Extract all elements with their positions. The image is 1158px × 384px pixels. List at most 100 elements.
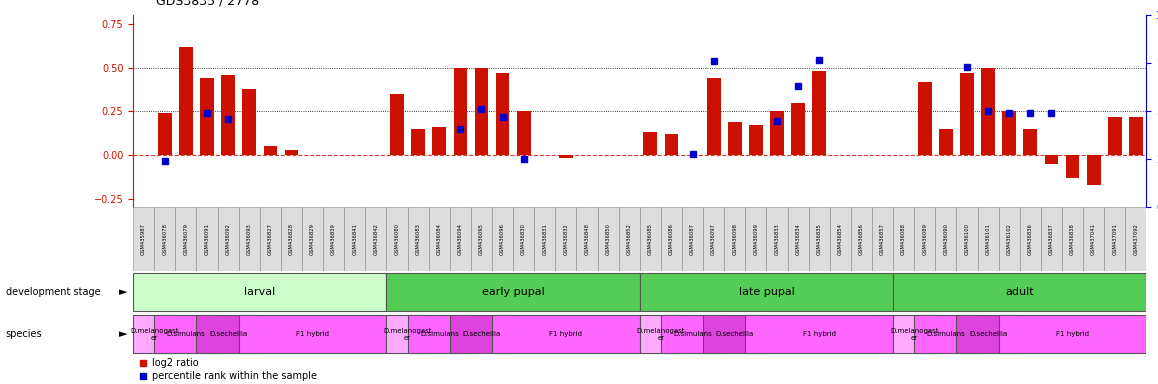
Text: late pupal: late pupal: [739, 287, 794, 297]
Bar: [957, 315, 1020, 353]
Text: GSM436848: GSM436848: [585, 223, 589, 255]
Text: GSM436096: GSM436096: [500, 223, 505, 255]
Bar: [661, 207, 682, 271]
Bar: [918, 82, 932, 155]
Text: GSM436100: GSM436100: [965, 223, 969, 255]
Bar: [639, 207, 661, 271]
Bar: [1108, 117, 1122, 155]
Bar: [534, 207, 556, 271]
Text: F1 hybrid: F1 hybrid: [1056, 331, 1089, 337]
Bar: [914, 207, 936, 271]
Text: GSM436092: GSM436092: [226, 223, 230, 255]
Bar: [200, 78, 214, 155]
Text: GSM436830: GSM436830: [521, 223, 526, 255]
Bar: [577, 207, 598, 271]
Bar: [1045, 155, 1058, 164]
Text: GSM436834: GSM436834: [796, 223, 800, 255]
Text: D.melanogast
er: D.melanogast er: [383, 328, 432, 341]
Bar: [1041, 207, 1062, 271]
Text: GSM436090: GSM436090: [944, 223, 948, 255]
Bar: [644, 132, 658, 155]
Text: GSM437092: GSM437092: [1134, 223, 1138, 255]
Text: GSM437091: GSM437091: [1112, 223, 1117, 255]
Bar: [724, 207, 746, 271]
Bar: [872, 207, 893, 271]
Bar: [259, 207, 281, 271]
Bar: [618, 207, 639, 271]
Text: GSM436836: GSM436836: [1028, 223, 1033, 255]
Bar: [1105, 207, 1126, 271]
Text: D.simulans: D.simulans: [420, 331, 459, 337]
Bar: [808, 207, 830, 271]
Bar: [728, 122, 741, 155]
Text: GSM436080: GSM436080: [395, 223, 400, 255]
Bar: [787, 207, 808, 271]
Bar: [682, 207, 703, 271]
Text: GSM436079: GSM436079: [183, 223, 189, 255]
Bar: [981, 68, 995, 155]
Text: GSM436095: GSM436095: [479, 223, 484, 255]
Text: D.simulans: D.simulans: [673, 331, 712, 337]
Bar: [960, 73, 974, 155]
Text: GDS3835 / 2778: GDS3835 / 2778: [156, 0, 259, 8]
Bar: [665, 134, 679, 155]
Bar: [221, 75, 235, 155]
Bar: [703, 207, 724, 271]
Bar: [957, 207, 977, 271]
Bar: [302, 207, 323, 271]
Text: D.sechellia: D.sechellia: [969, 331, 1007, 337]
Text: GSM436087: GSM436087: [690, 223, 695, 255]
Bar: [914, 315, 977, 353]
Text: D.simulans: D.simulans: [926, 331, 966, 337]
Bar: [390, 94, 404, 155]
Bar: [133, 207, 154, 271]
Text: GSM436084: GSM436084: [437, 223, 441, 255]
Text: D.sechellia: D.sechellia: [462, 331, 500, 337]
Bar: [281, 207, 302, 271]
Bar: [516, 111, 530, 155]
Bar: [411, 129, 425, 155]
Bar: [449, 315, 513, 353]
Text: GSM436856: GSM436856: [859, 223, 864, 255]
Bar: [133, 273, 387, 311]
Text: GSM436099: GSM436099: [754, 223, 758, 255]
Bar: [1129, 117, 1143, 155]
Bar: [661, 315, 724, 353]
Bar: [157, 113, 171, 155]
Text: GSM436089: GSM436089: [922, 223, 928, 255]
Text: GSM436850: GSM436850: [606, 223, 610, 255]
Bar: [496, 73, 510, 155]
Bar: [154, 315, 218, 353]
Bar: [893, 207, 914, 271]
Bar: [323, 207, 344, 271]
Bar: [492, 315, 639, 353]
Bar: [408, 207, 428, 271]
Bar: [239, 315, 387, 353]
Text: D.melanogast
er: D.melanogast er: [891, 328, 938, 341]
Bar: [770, 111, 784, 155]
Bar: [1024, 129, 1038, 155]
Bar: [218, 207, 239, 271]
Text: development stage: development stage: [6, 287, 101, 297]
Bar: [179, 47, 192, 155]
Text: GSM436101: GSM436101: [985, 223, 990, 255]
Text: GSM436841: GSM436841: [352, 223, 358, 255]
Bar: [746, 207, 767, 271]
Text: GSM436091: GSM436091: [205, 223, 210, 255]
Text: GSM436832: GSM436832: [564, 223, 569, 255]
Bar: [851, 207, 872, 271]
Bar: [639, 315, 682, 353]
Bar: [366, 207, 387, 271]
Bar: [344, 207, 366, 271]
Text: GSM436828: GSM436828: [290, 223, 294, 255]
Bar: [1087, 155, 1100, 185]
Text: species: species: [6, 329, 43, 339]
Legend: log2 ratio, percentile rank within the sample: log2 ratio, percentile rank within the s…: [138, 358, 316, 381]
Bar: [432, 127, 446, 155]
Text: F1 hybrid: F1 hybrid: [802, 331, 836, 337]
Bar: [471, 207, 492, 271]
Bar: [746, 315, 893, 353]
Text: early pupal: early pupal: [482, 287, 544, 297]
Text: GSM436078: GSM436078: [162, 223, 168, 255]
Text: GSM437041: GSM437041: [1091, 223, 1097, 255]
